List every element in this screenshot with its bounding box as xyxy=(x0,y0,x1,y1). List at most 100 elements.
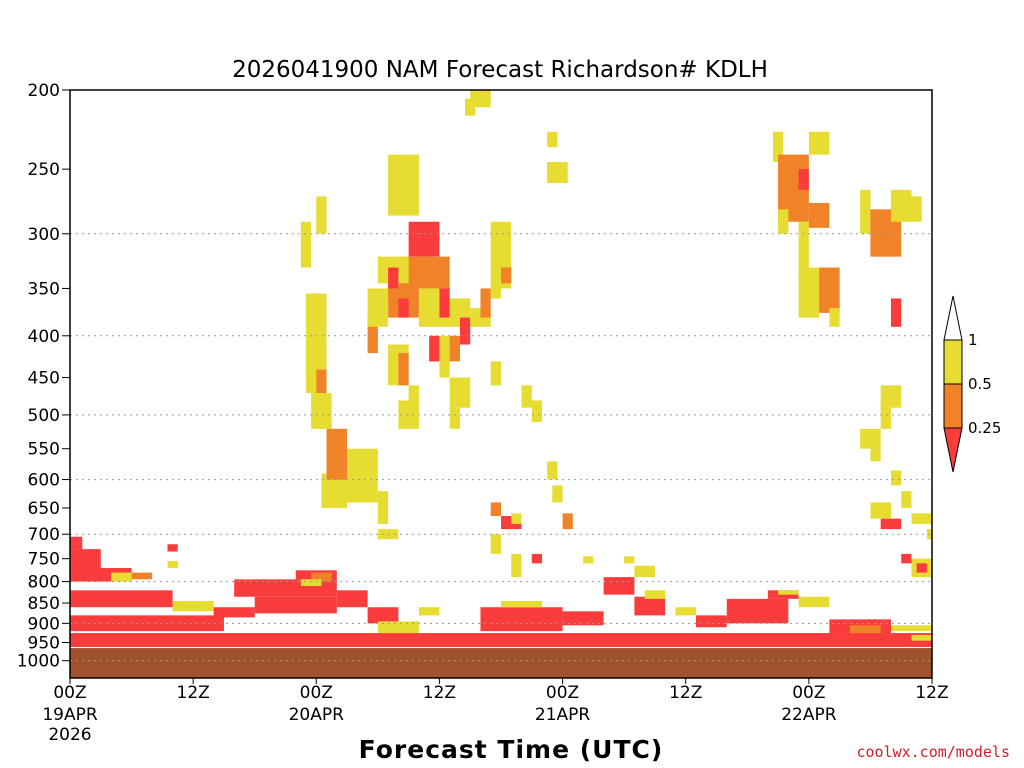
ri-cell-97 xyxy=(798,169,809,190)
y-tick-label-450: 450 xyxy=(28,369,60,389)
ri-cell-115 xyxy=(901,491,912,508)
ri-cell-39 xyxy=(306,293,327,393)
ri-cell-116 xyxy=(870,502,891,519)
y-tick-label-850: 850 xyxy=(28,594,60,614)
ri-cell-47 xyxy=(326,473,348,480)
ri-cell-103 xyxy=(819,267,840,313)
y-tick-label-900: 900 xyxy=(28,614,60,634)
ri-cell-20 xyxy=(418,607,440,616)
ri-cell-94 xyxy=(634,565,655,578)
colorbar-arrow-bottom xyxy=(943,427,963,473)
ri-cell-1 xyxy=(70,549,101,569)
ri-cell-117 xyxy=(880,518,902,530)
ri-cell-92 xyxy=(583,556,594,564)
ri-cell-23 xyxy=(562,611,604,626)
ri-cell-82 xyxy=(547,161,568,184)
ri-cell-70 xyxy=(449,407,460,429)
ri-cell-65 xyxy=(367,288,389,327)
x-tick-date-4: 21APR xyxy=(535,705,591,725)
ri-cell-18 xyxy=(367,607,399,624)
plot-frame xyxy=(69,89,933,679)
ri-cell-67 xyxy=(398,400,419,429)
ri-cell-13 xyxy=(254,596,337,614)
y-tick-label-500: 500 xyxy=(28,406,60,426)
ri-cell-21 xyxy=(480,607,563,632)
colorbar-arrow-top xyxy=(943,295,963,341)
ri-cell-64 xyxy=(367,317,378,354)
ri-cell-105 xyxy=(860,189,871,234)
ri-cell-19 xyxy=(377,621,419,634)
ri-cell-56 xyxy=(439,288,450,318)
ri-cell-38 xyxy=(316,196,327,234)
ri-cell-104 xyxy=(829,308,840,327)
x-tick-label-0: 00Z xyxy=(53,683,86,703)
colorbar-label-2: 0.25 xyxy=(968,419,1001,437)
x-axis-label: Forecast Time (UTC) xyxy=(359,735,664,764)
ri-cell-27 xyxy=(675,607,696,616)
ri-cell-52 xyxy=(388,267,399,299)
ri-cell-118 xyxy=(911,513,932,524)
ri-cell-100 xyxy=(798,221,809,279)
x-tick-label-5: 12Z xyxy=(669,683,702,703)
ri-cell-99 xyxy=(808,131,830,155)
ri-cell-61 xyxy=(429,335,440,362)
x-tick-date-0: 19APR xyxy=(42,705,98,725)
ri-cell-54 xyxy=(398,298,409,318)
y-tick-label-200: 200 xyxy=(28,81,60,101)
ri-cell-42 xyxy=(326,428,348,474)
x-tick-label-1: 12Z xyxy=(177,683,210,703)
y-tick-label-350: 350 xyxy=(28,279,60,299)
colorbar-label-0: 1 xyxy=(968,331,978,349)
ri-cell-25 xyxy=(634,596,666,616)
ri-cell-44 xyxy=(347,448,378,503)
ri-cell-22 xyxy=(501,600,543,608)
ri-cell-101 xyxy=(808,202,830,228)
y-tick-label-800: 800 xyxy=(28,573,60,593)
ri-cell-77 xyxy=(465,98,476,116)
ri-cell-29 xyxy=(726,598,789,624)
ri-cell-9 xyxy=(70,633,932,647)
ri-cell-84 xyxy=(552,485,563,503)
chart-title: 2026041900 NAM Forecast Richardson# KDLH xyxy=(232,57,768,83)
ri-cell-79 xyxy=(521,385,532,408)
ri-cell-11 xyxy=(213,607,255,618)
ri-cell-17 xyxy=(336,590,368,608)
ri-cell-58 xyxy=(459,317,471,345)
ri-cell-80 xyxy=(531,400,543,422)
ri-cell-24 xyxy=(603,577,635,595)
ri-cell-107 xyxy=(890,189,912,222)
ri-cell-89 xyxy=(511,553,522,578)
ri-cell-41 xyxy=(311,392,332,429)
x-tick-label-7: 12Z xyxy=(915,683,948,703)
ri-cell-45 xyxy=(377,491,389,524)
ri-cell-35 xyxy=(890,625,932,632)
ri-cell-10 xyxy=(172,600,214,612)
x-tick-label-6: 00Z xyxy=(792,683,825,703)
ri-cell-68 xyxy=(439,361,450,378)
ri-cell-3 xyxy=(111,572,132,582)
ri-cell-75 xyxy=(501,267,512,284)
y-tick-label-550: 550 xyxy=(28,440,60,460)
ri-cell-88 xyxy=(490,534,501,554)
ri-cell-66 xyxy=(408,385,419,401)
ri-cell-108 xyxy=(911,196,922,222)
x-tick-year-0: 2026 xyxy=(48,725,91,745)
x-tick-label-4: 00Z xyxy=(546,683,579,703)
ri-cell-83 xyxy=(547,461,558,480)
ri-cell-81 xyxy=(547,131,558,148)
ri-cell-16 xyxy=(300,579,322,586)
ri-cell-85 xyxy=(490,502,501,517)
x-tick-date-2: 20APR xyxy=(289,705,345,725)
ri-cell-34 xyxy=(849,625,881,634)
plot-area xyxy=(70,90,932,678)
ri-cell-113 xyxy=(870,448,881,462)
ground-layer xyxy=(70,648,932,678)
credit-text: coolwx.com/models xyxy=(856,743,1010,761)
ri-cell-60 xyxy=(449,335,460,362)
y-tick-label-250: 250 xyxy=(28,160,60,180)
ri-cell-120 xyxy=(901,553,912,564)
ri-cell-90 xyxy=(531,553,543,564)
ri-cell-78 xyxy=(490,361,501,386)
y-tick-label-650: 650 xyxy=(28,499,60,519)
